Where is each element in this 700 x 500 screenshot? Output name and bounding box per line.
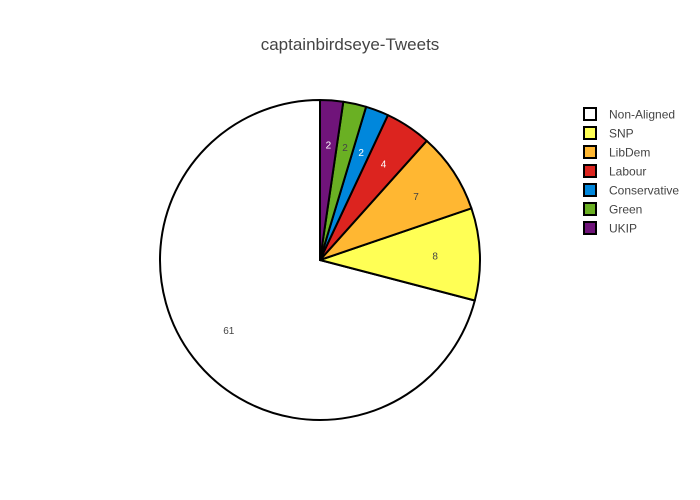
data-label-conservative: 2: [358, 148, 364, 159]
legend-swatch: [583, 145, 597, 159]
legend-swatch: [583, 202, 597, 216]
legend-item-labour[interactable]: Labour: [583, 164, 646, 179]
data-label-green: 2: [342, 143, 348, 154]
data-label-labour: 4: [381, 159, 387, 170]
legend-label: Labour: [609, 165, 646, 179]
legend-swatch: [583, 183, 597, 197]
legend-swatch: [583, 221, 597, 235]
legend: Non-Aligned SNP LibDem Labour Conservative Gr…: [583, 107, 679, 236]
legend-swatch: [583, 126, 597, 140]
data-label-libdem: 7: [413, 192, 419, 203]
legend-label: SNP: [609, 127, 634, 141]
legend-swatch: [583, 164, 597, 178]
pie-slice-ukip[interactable]: [319, 99, 345, 261]
legend-label: Green: [609, 203, 642, 217]
legend-label: LibDem: [609, 146, 650, 160]
data-label-snp: 8: [432, 251, 438, 262]
pie-slice-non-aligned[interactable]: [159, 99, 476, 421]
legend-label: UKIP: [609, 222, 637, 236]
data-label-ukip: 2: [326, 141, 332, 152]
pie-slices: [159, 99, 481, 421]
legend-item-snp[interactable]: SNP: [583, 126, 634, 141]
legend-swatch: [583, 107, 597, 121]
pie-slice-snp[interactable]: [319, 207, 481, 302]
legend-label: Non-Aligned: [609, 108, 675, 122]
legend-item-libdem[interactable]: LibDem: [583, 145, 650, 160]
legend-item-ukip[interactable]: UKIP: [583, 221, 637, 236]
legend-item-conservative[interactable]: Conservative: [583, 183, 679, 198]
legend-item-green[interactable]: Green: [583, 202, 642, 217]
legend-item-non-aligned[interactable]: Non-Aligned: [583, 107, 675, 122]
chart-title: captainbirdseye-Tweets: [261, 35, 440, 54]
data-label-non-aligned: 61: [223, 326, 235, 337]
legend-label: Conservative: [609, 184, 679, 198]
